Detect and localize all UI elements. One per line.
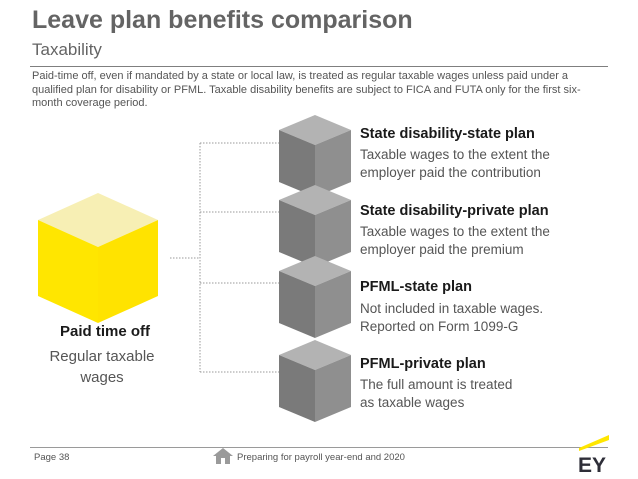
gray-cube-icon [279, 185, 351, 267]
option-title-pfml-private: PFML-private plan [360, 356, 486, 372]
page-title: Leave plan benefits comparison [32, 6, 413, 34]
desc-line: Reported on Form 1099-G [360, 319, 519, 334]
page-number: Page 38 [34, 452, 70, 463]
desc-line: employer paid the contribution [360, 165, 541, 180]
option-title-pfml-state: PFML-state plan [360, 279, 472, 295]
option-desc-pfml-state: Not included in taxable wages. Reported … [360, 300, 543, 336]
home-icon[interactable] [212, 447, 234, 465]
yellow-cube-icon [38, 193, 158, 323]
desc-line: Not included in taxable wages. [360, 301, 544, 316]
footer-divider [30, 447, 608, 448]
desc-line: Regular taxable [49, 348, 155, 365]
option-desc-pfml-private: The full amount is treated as taxable wa… [360, 376, 512, 412]
ey-logo: EY [578, 435, 609, 475]
logo-text: EY [578, 454, 606, 475]
desc-line: Taxable wages to the extent the [360, 147, 550, 162]
gray-cube-icon [279, 340, 351, 422]
option-title-state-disability-state: State disability-state plan [360, 126, 535, 142]
footer-text: Preparing for payroll year-end and 2020 [237, 452, 405, 463]
page-subtitle: Taxability [32, 40, 102, 59]
option-desc-state-disability-state: Taxable wages to the extent the employer… [360, 146, 550, 182]
desc-line: employer paid the premium [360, 242, 524, 257]
desc-line: Taxable wages to the extent the [360, 224, 550, 239]
intro-text: Paid-time off, even if mandated by a sta… [32, 70, 581, 109]
gray-cube-icon [279, 115, 351, 197]
gray-cube-icon [279, 256, 351, 338]
desc-line: as taxable wages [360, 395, 465, 410]
desc-line: wages [80, 369, 124, 386]
header-divider [30, 66, 608, 67]
option-title-state-disability-private: State disability-private plan [360, 203, 549, 219]
option-desc-state-disability-private: Taxable wages to the extent the employer… [360, 223, 550, 259]
source-title: Paid time off [59, 323, 150, 340]
desc-line: The full amount is treated [360, 377, 513, 392]
source-desc: Regular taxable wages [33, 346, 171, 388]
